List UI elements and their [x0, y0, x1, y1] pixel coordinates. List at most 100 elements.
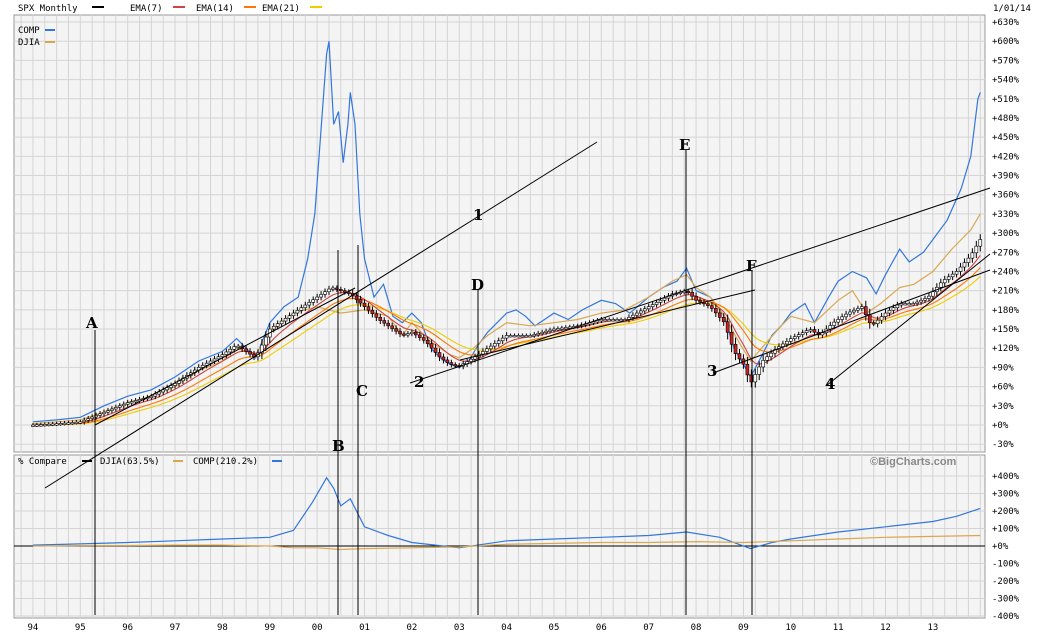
- watermark: ©BigCharts.com: [870, 456, 957, 468]
- trendline: [44, 141, 598, 489]
- x-tick: 98: [217, 623, 228, 633]
- price-bar-body: [611, 319, 615, 322]
- price-bar-body: [406, 333, 410, 336]
- price-bar-body: [891, 307, 896, 311]
- price-bar-body: [382, 320, 387, 324]
- trendline: [459, 289, 756, 361]
- price-bar-body: [125, 402, 130, 405]
- lower-panel: [13, 454, 986, 619]
- trendline: [94, 287, 356, 426]
- price-bar-body: [410, 331, 414, 335]
- ema21-label: EMA(21): [262, 4, 300, 14]
- price-bar-body: [260, 344, 264, 354]
- price-bar-body: [358, 299, 363, 304]
- price-bar-body: [402, 333, 406, 336]
- price-bar-body: [173, 383, 177, 386]
- price-bar-body: [694, 295, 698, 301]
- annotation-label: C: [356, 382, 368, 400]
- x-tick: 12: [880, 623, 891, 633]
- price-bar-body: [966, 257, 971, 263]
- price-bar-body: [342, 290, 347, 293]
- price-bar-body: [749, 374, 754, 383]
- x-tick: 07: [643, 623, 654, 633]
- legend-comp-swatch: [45, 29, 55, 31]
- price-bar-body: [98, 413, 102, 416]
- price-bar-body: [220, 354, 225, 358]
- main-y-tick: +240%: [992, 267, 1020, 277]
- x-tick: 11: [833, 623, 844, 633]
- ema7-label: EMA(7): [130, 4, 163, 14]
- price-bar-body: [311, 299, 315, 303]
- price-bar-body: [788, 338, 793, 342]
- price-bar-body: [544, 330, 548, 333]
- price-bar-body: [698, 299, 702, 303]
- main-y-tick: +330%: [992, 210, 1020, 220]
- price-bar-body: [224, 351, 229, 355]
- price-bar-body: [216, 356, 221, 360]
- price-bar-body: [449, 362, 454, 365]
- x-tick: 94: [28, 623, 39, 633]
- price-bar-body: [761, 360, 765, 368]
- price-bar-body: [248, 351, 252, 355]
- price-bar-body: [161, 389, 166, 393]
- main-y-tick: +180%: [992, 306, 1020, 316]
- compare-comp-label: COMP(210.2%): [193, 457, 258, 467]
- price-bar-body: [938, 282, 943, 288]
- price-bar-body: [46, 423, 51, 426]
- price-bar-body: [528, 335, 533, 338]
- main-y-tick: +450%: [992, 133, 1020, 143]
- price-bar-body: [78, 421, 83, 424]
- annotation-label: D: [471, 276, 484, 294]
- price-bar-body: [540, 331, 544, 335]
- price-bar-body: [907, 303, 912, 306]
- price-bar-body: [74, 421, 79, 424]
- compare-title: % Compare: [18, 457, 67, 467]
- price-bar-body: [386, 322, 390, 327]
- price-bar-body: [599, 319, 604, 322]
- price-bar-body: [745, 363, 750, 376]
- price-bar-body: [725, 321, 730, 333]
- symbol-label: SPX Monthly: [18, 4, 78, 14]
- price-bar-body: [102, 411, 106, 415]
- lower-y-tick: -100%: [992, 560, 1020, 570]
- annotation-label: F: [746, 257, 757, 275]
- price-bar-body: [149, 395, 154, 399]
- price-bar-body: [848, 311, 852, 315]
- price-bar-body: [729, 331, 734, 345]
- main-y-tick: +60%: [992, 383, 1014, 393]
- ema14-label: EMA(14): [196, 4, 234, 14]
- price-bar-body: [564, 327, 568, 330]
- x-tick: 05: [549, 623, 560, 633]
- price-bar-body: [200, 364, 205, 368]
- main-y-tick: +390%: [992, 172, 1020, 182]
- price-bar-body: [710, 305, 714, 309]
- price-bar-body: [556, 328, 560, 331]
- x-tick: 08: [691, 623, 702, 633]
- price-bar-body: [307, 302, 312, 306]
- legend-comp-label: COMP: [18, 26, 40, 36]
- price-bar-body: [295, 310, 300, 314]
- price-bar-body: [958, 266, 963, 272]
- price-bar-body: [915, 301, 919, 304]
- compare-line-comp: [32, 476, 981, 550]
- trendlines: [44, 141, 991, 615]
- price-bar-body: [204, 362, 209, 366]
- trendline: [409, 187, 991, 384]
- x-tick: 13: [927, 623, 938, 633]
- x-tick: 97: [170, 623, 181, 633]
- x-axis: 94 95 96 97 98 99 00 01 02 03 04 05 06 07 08 09 10 11 12 13: [28, 623, 939, 633]
- price-bar-body: [879, 316, 884, 321]
- main-y-tick: +480%: [992, 114, 1020, 124]
- main-y-tick: +300%: [992, 229, 1020, 239]
- trendline: [825, 253, 991, 387]
- price-bar-body: [121, 403, 126, 407]
- price-bar-body: [931, 291, 935, 297]
- price-bar-body: [954, 271, 959, 275]
- price-bar-body: [512, 335, 517, 338]
- price-bar-body: [453, 364, 458, 367]
- price-bar-body: [863, 306, 868, 315]
- price-bar-body: [619, 319, 623, 322]
- price-bar-body: [323, 291, 327, 295]
- price-bar-body: [796, 334, 801, 337]
